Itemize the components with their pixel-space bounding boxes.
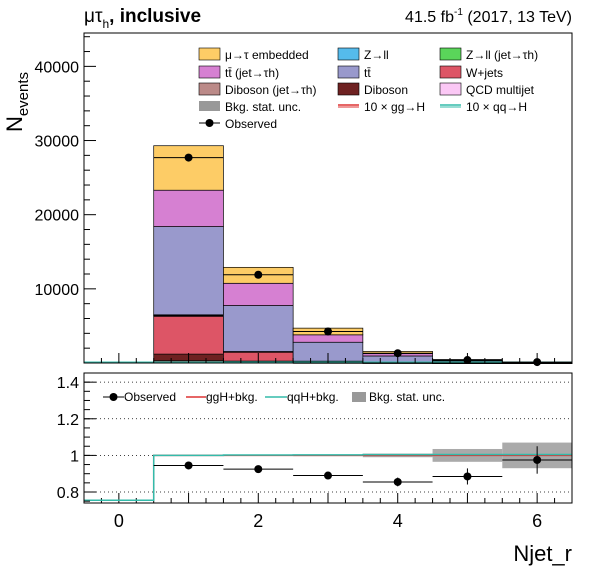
legend-swatch [337,65,360,79]
stack-bar [153,145,224,191]
legend-label: QCD multijet [466,83,535,97]
ratio-observed-point [533,455,542,464]
y-tick-label: 40000 [35,59,80,76]
ratio-observed-point [184,461,193,470]
y-tick-label: 30000 [35,134,80,151]
ratio-y-tick-label: 0.8 [57,485,79,502]
ratio-legend-label: Bkg. stat. unc. [369,390,445,404]
observed-point [184,153,193,162]
lumi-value: 41.5 fb [405,9,454,26]
ratio-y-tick-label: 1.4 [57,375,79,392]
legend-label: Diboson (jet→τh) [225,83,316,97]
lumi-label: 41.5 fb-1 (2017, 13 TeV) [405,7,572,26]
y-tick-label: 20000 [35,208,80,225]
y-axis-label: Nevents [2,72,32,132]
ratio-qqH-line [84,453,572,502]
y-axis-label-main: N [2,116,27,132]
channel-label: μτh, inclusive [84,6,201,31]
x-axis-label: Njet_r [513,541,572,566]
channel-symbol: μτ [84,6,103,27]
ratio-observed-point [463,472,472,481]
channel-suffix: , inclusive [109,6,201,27]
ratio-y-tick-label: 1.2 [57,412,79,429]
stack-bar [153,189,224,227]
x-tick-label: 6 [532,511,542,531]
ratio-frame [83,372,573,504]
legend-swatch [198,82,221,96]
legend-label: 10 × gg→H [364,100,425,114]
observed-point [324,327,332,336]
stack-bar [153,226,224,316]
x-tick-label: 2 [253,511,263,531]
legend-label: Bkg. stat. unc. [225,100,301,114]
ratio-legend-observed-marker [109,393,118,401]
ratio-legend-label: Observed [124,390,176,404]
legend: μ→τ embedded Z→ll Z→ll (jet→τh) tt̄ (jet→τh… [198,47,538,131]
x-tick-label: 4 [393,511,403,531]
legend-swatch [198,65,221,79]
legend-label: μ→τ embedded [225,48,309,62]
legend-label: W+jets [466,66,503,80]
stack-bar [223,282,294,306]
ratio-legend: Observed ggH+bkg. qqH+bkg. Bkg. stat. unc. [103,390,445,404]
ratio-legend-label: ggH+bkg. [206,390,258,404]
ratio-observed-point [324,471,332,480]
ratio-panel: 0.8 1 1.2 1.4 0 2 4 6 Observed ggH+bkg. qqH+bkg.… [57,372,573,531]
legend-label: tt̄ [364,66,371,80]
y-tick-label: 10000 [35,282,80,299]
legend-label: Observed [225,117,277,131]
legend-observed-marker [205,119,214,127]
legend-label: tt̄ (jet→τh) [225,66,279,80]
lumi-exponent: -1 [454,7,463,18]
channel-subscript: h [102,17,109,31]
stack-bar [153,315,224,355]
legend-unc-swatch [199,101,220,111]
x-tick-label: 0 [114,511,124,531]
ratio-legend-unc-swatch [352,392,366,402]
legend-label: Diboson [364,83,408,97]
ratio-legend-label: qqH+bkg. [287,390,339,404]
legend-swatch [337,82,360,96]
legend-swatch [337,47,360,61]
y-axis-label-sub: events [15,72,32,116]
legend-label: Z→ll [364,48,389,62]
legend-swatch [198,47,221,61]
ratio-y-tick-label: 1 [70,448,79,465]
stack-bar [292,334,364,343]
lumi-tail: (2017, 13 TeV) [463,9,572,26]
stack-bar [223,305,294,352]
observed-point [254,270,263,279]
legend-label: Z→ll (jet→τh) [466,48,538,62]
legend-swatch [439,82,462,96]
legend-swatch [439,65,462,79]
ratio-observed-point [254,465,263,474]
legend-swatch [439,47,462,61]
legend-label: 10 × qq→H [466,100,527,114]
main-panel: 10000 20000 30000 40000 Nevents μ→τ embedde… [2,32,573,503]
ratio-observed-point [393,477,402,486]
